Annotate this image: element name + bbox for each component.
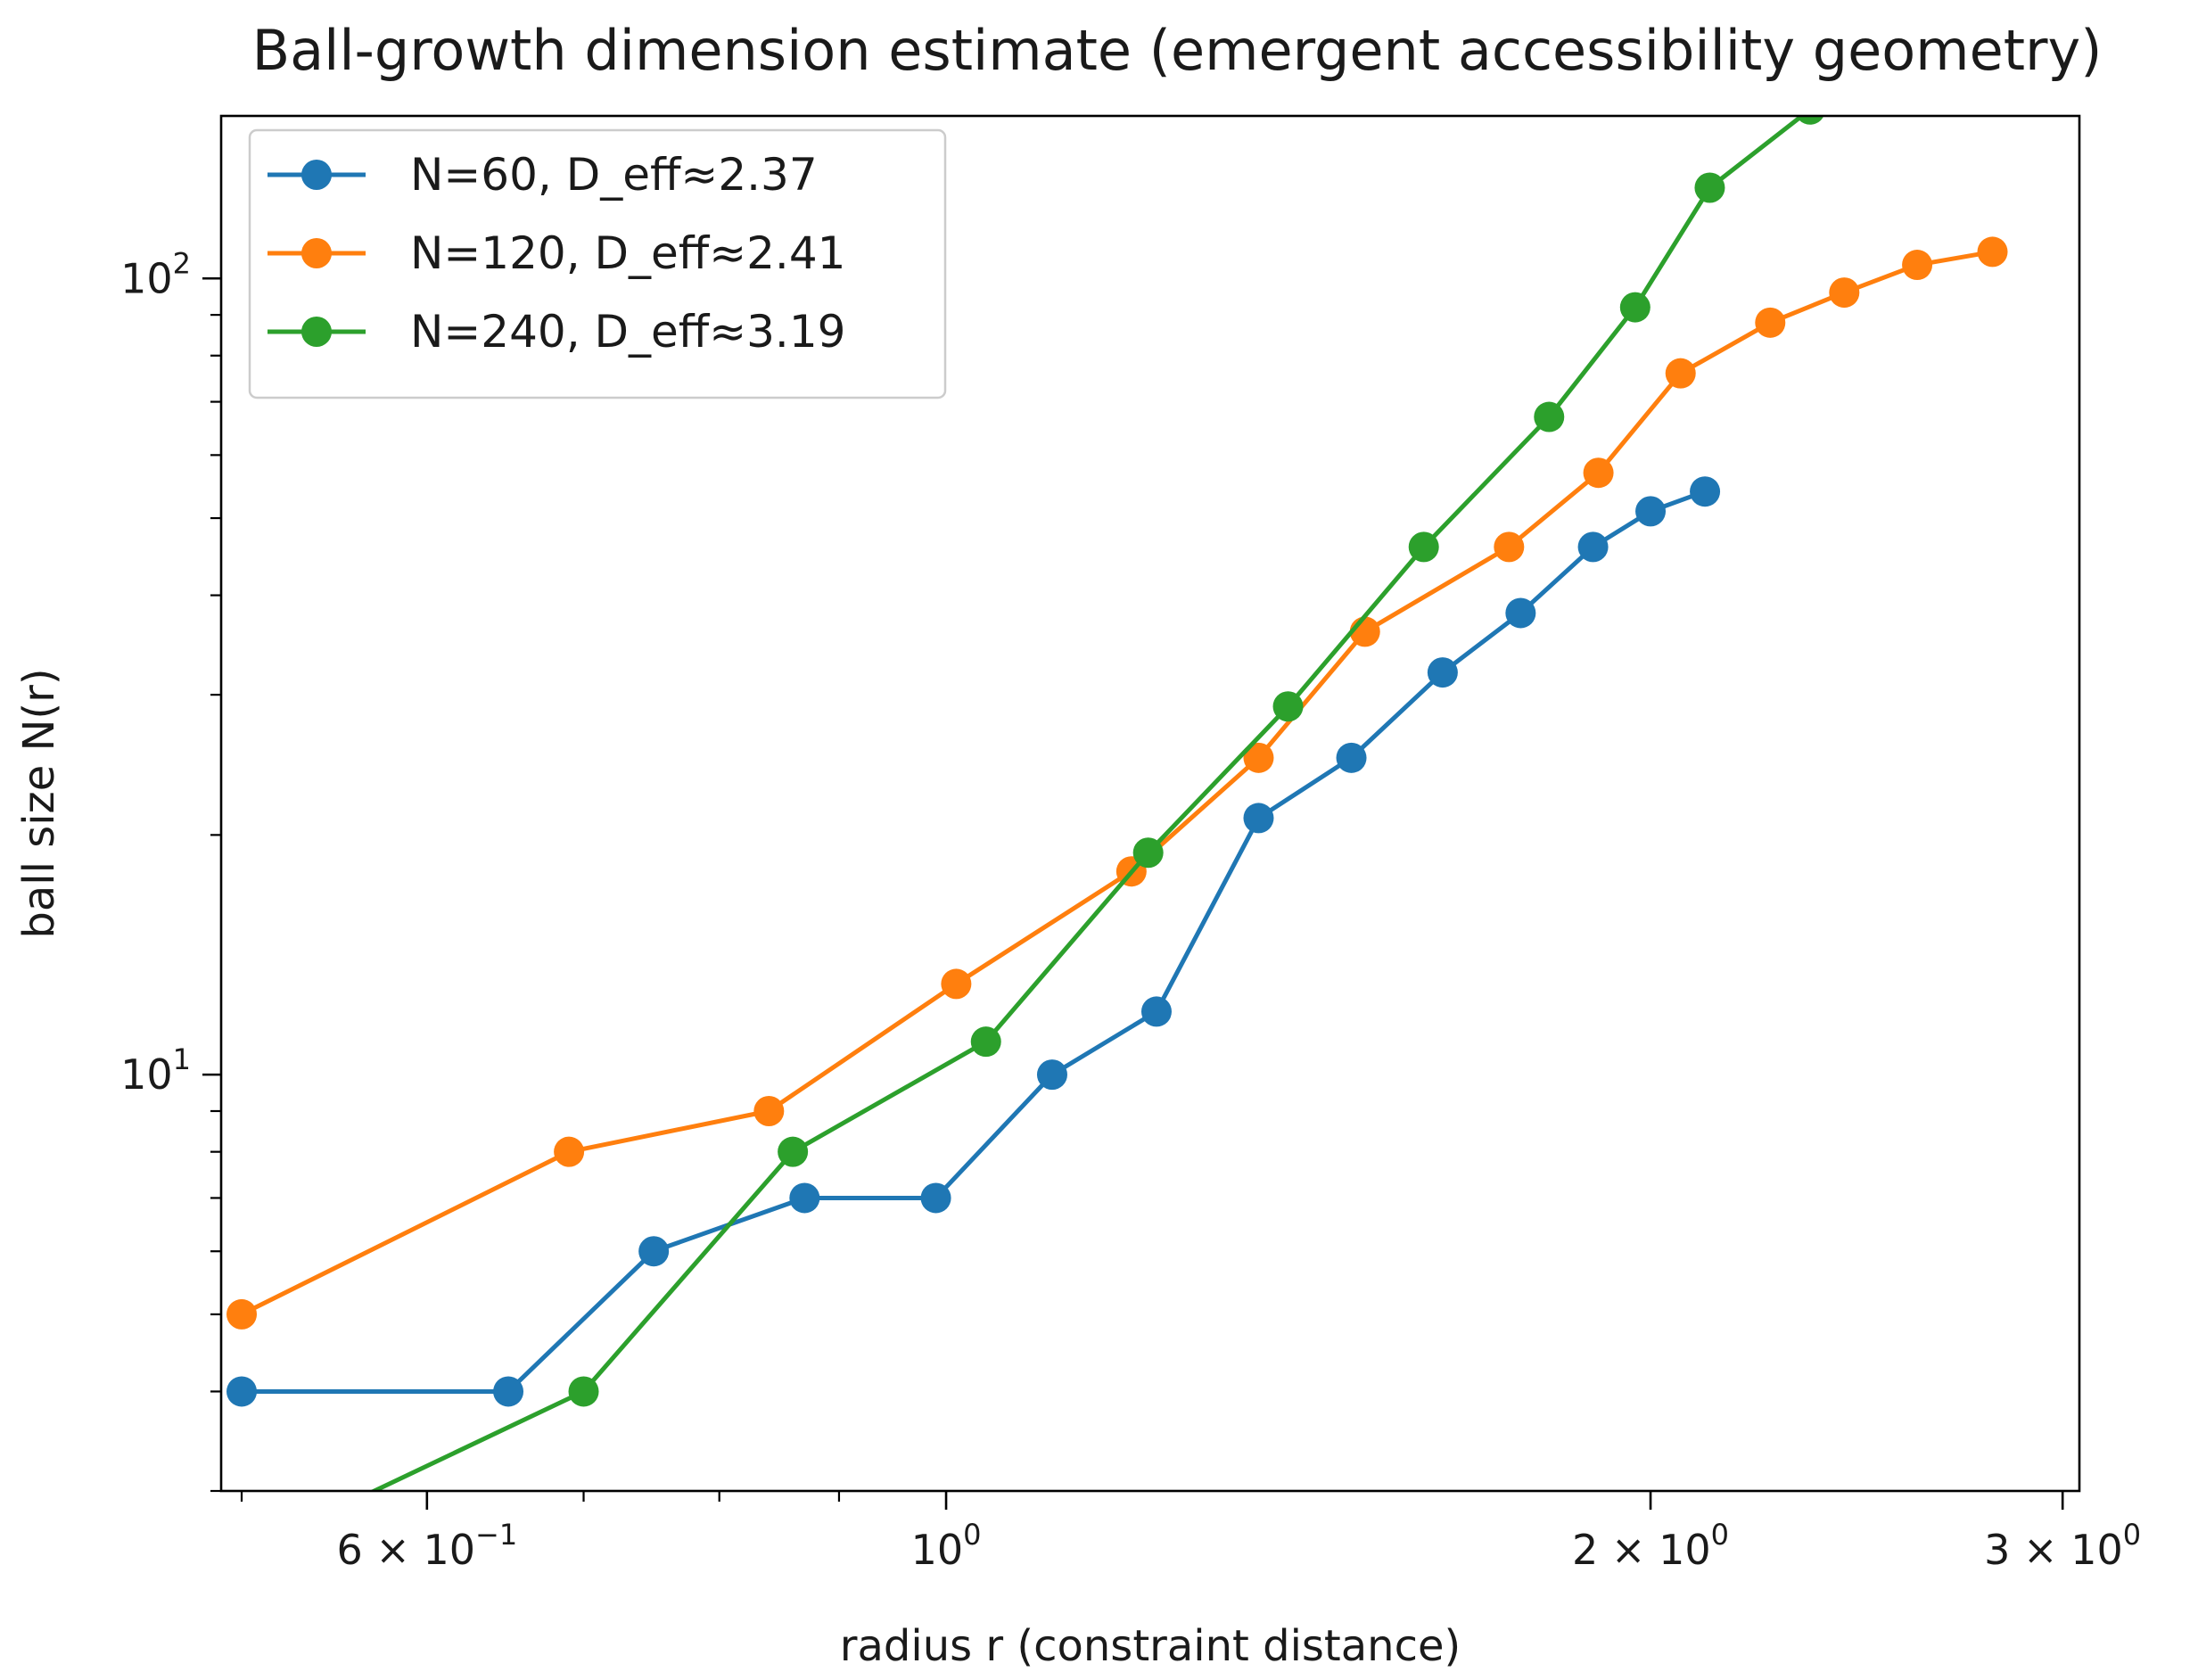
x-tick-label-exponent: −1 [475, 1518, 517, 1552]
data-point [941, 968, 972, 1000]
x-tick-label-base: 2 × 10 [1572, 1526, 1711, 1574]
legend: N=60, D_eff≈2.37 N=120, D_eff≈2.41 N=240, … [248, 128, 947, 399]
series-line [368, 116, 1806, 1491]
data-point [1427, 657, 1458, 688]
data-point [1694, 172, 1725, 203]
data-point [1690, 476, 1721, 507]
data-point [554, 1136, 585, 1167]
x-tick-label: 2 × 100 [1572, 1518, 1729, 1574]
legend-label: N=120, D_eff≈2.41 [410, 227, 845, 279]
data-point [1902, 250, 1933, 281]
x-tick-label-base: 6 × 10 [336, 1526, 475, 1574]
y-tick-label-exponent: 1 [173, 1042, 191, 1076]
series-1 [226, 236, 2008, 1330]
data-point [1583, 457, 1614, 489]
data-point [778, 1136, 809, 1167]
data-point [1635, 496, 1667, 527]
legend-item: N=120, D_eff≈2.41 [268, 227, 845, 279]
data-point [1243, 803, 1274, 834]
x-axis-label: radius r (constraint distance) [840, 1621, 1461, 1671]
y-tick-label: 102 [120, 246, 191, 302]
data-point [1036, 1059, 1067, 1091]
y-tick-label-base: 10 [120, 254, 173, 302]
legend-marker [301, 160, 332, 190]
axes-frame [219, 114, 2081, 1493]
y-tick-label-exponent: 2 [173, 246, 191, 280]
data-point [1755, 307, 1786, 338]
series-2 [368, 116, 1824, 1491]
data-point [638, 1236, 670, 1267]
data-point [1132, 837, 1164, 869]
y-axis-label: ball size N(r) [14, 668, 64, 938]
series-0 [226, 476, 1721, 1407]
data-point [1272, 691, 1304, 722]
data-point [1619, 292, 1651, 323]
data-point [789, 1182, 820, 1214]
data-point [568, 1376, 599, 1407]
data-point [920, 1182, 951, 1214]
legend-box [248, 128, 947, 399]
data-point [1494, 531, 1525, 563]
data-point [226, 1298, 258, 1330]
data-point [1534, 401, 1565, 432]
data-point [1336, 742, 1367, 773]
legend-marker [301, 317, 332, 347]
data-point [1505, 597, 1536, 629]
x-tick-label-exponent: 0 [1711, 1518, 1729, 1552]
data-point [970, 1026, 1001, 1058]
legend-label: N=60, D_eff≈2.37 [410, 149, 818, 201]
data-point [1243, 742, 1274, 773]
data-point [1577, 531, 1609, 563]
data-point [1829, 277, 1860, 309]
x-tick-label-base: 10 [911, 1526, 964, 1574]
x-tick-label-exponent: 0 [2123, 1518, 2141, 1552]
legend-marker [301, 238, 332, 268]
y-tick-label-base: 10 [120, 1050, 173, 1099]
x-tick-label: 100 [911, 1518, 982, 1574]
chart-title: Ball-growth dimension estimate (emergent… [252, 18, 2103, 83]
x-tick-label-exponent: 0 [963, 1518, 981, 1552]
y-tick-label: 101 [120, 1042, 191, 1099]
data-point [226, 1376, 258, 1407]
data-point [1408, 531, 1439, 563]
data-point [1140, 996, 1172, 1027]
x-tick-label: 3 × 100 [1984, 1518, 2141, 1574]
x-tick-label-base: 3 × 10 [1984, 1526, 2123, 1574]
plot-layer: Ball-growth dimension estimate (emergent… [14, 18, 2141, 1671]
x-tick-label: 6 × 10−1 [336, 1518, 517, 1574]
data-point [1796, 116, 1824, 125]
legend-label: N=240, D_eff≈3.19 [410, 306, 845, 358]
series-group [226, 116, 2008, 1491]
legend-item: N=60, D_eff≈2.37 [268, 149, 818, 201]
data-point [753, 1095, 785, 1126]
series-line [242, 489, 1706, 1394]
data-point [493, 1376, 524, 1407]
legend-item: N=240, D_eff≈3.19 [268, 306, 845, 358]
data-point [1977, 236, 2008, 268]
data-point [1665, 358, 1696, 389]
